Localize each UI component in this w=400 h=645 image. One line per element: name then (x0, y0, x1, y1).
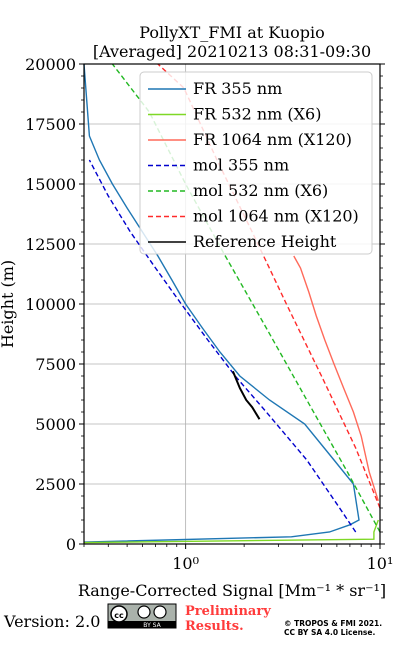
y-tick-label: 0 (66, 535, 76, 554)
y-tick-label: 5000 (35, 415, 76, 434)
series-line-1 (83, 519, 379, 544)
legend-entry: FR 1064 nm (X120) (193, 130, 352, 149)
series-line-2 (293, 255, 379, 502)
y-tick-label: 7500 (35, 355, 76, 374)
series-line-3 (88, 159, 357, 533)
y-tick-label: 15000 (25, 175, 76, 194)
cc-license-badge: cc BY SA (107, 603, 177, 629)
by-icon (137, 605, 151, 619)
axis-labels: Range-Corrected Signal [Mm⁻¹ * sr⁻¹] Heig… (0, 260, 386, 600)
chart-title: PollyXT_FMI at Kuopio[Averaged] 20210213… (93, 23, 371, 61)
x-axis-label: Range-Corrected Signal [Mm⁻¹ * sr⁻¹] (78, 581, 386, 600)
cc-icon-text: cc (114, 611, 124, 620)
ticks: 0 2500 5000 7500 10000 12500 15000 17500 20000 10… (25, 55, 393, 573)
y-tick-label: 10000 (25, 295, 76, 314)
chart-title-line: [Averaged] 20210213 08:31-09:30 (93, 42, 371, 61)
legend: FR 355 nm FR 532 nm (X6) FR 1064 nm (X120)… (139, 71, 373, 255)
series-line-6 (231, 370, 261, 420)
legend-entry: mol 532 nm (X6) (193, 181, 328, 200)
legend-entry: FR 355 nm (193, 79, 282, 98)
x-tick-label: 10¹ (367, 554, 394, 573)
preliminary-label: Results. (185, 619, 244, 634)
cc-icon (110, 605, 128, 623)
copyright-label: CC BY SA 4.0 License. (284, 628, 375, 637)
y-tick-label: 17500 (25, 115, 76, 134)
series-line-0 (83, 63, 360, 543)
license-badge-text: BY SA (143, 622, 161, 629)
copyright-label: © TROPOS & FMI 2021. (284, 619, 382, 628)
legend-entry: Reference Height (193, 232, 337, 251)
x-tick-label: 10⁰ (172, 554, 199, 573)
sa-icon (153, 605, 167, 619)
legend-box (139, 71, 373, 255)
version-label: Version: 2.0 (3, 612, 100, 631)
y-tick-label: 2500 (35, 475, 76, 494)
legend-entry: FR 532 nm (X6) (193, 105, 321, 124)
badge-strip (108, 621, 176, 628)
y-axis-label: Height (m) (0, 260, 17, 348)
chart-title-line: PollyXT_FMI at Kuopio (139, 23, 325, 42)
y-tick-label: 12500 (25, 235, 76, 254)
legend-entry: mol 1064 nm (X120) (193, 207, 359, 226)
y-tick-label: 20000 (25, 55, 76, 74)
legend-entry: mol 355 nm (193, 156, 289, 175)
preliminary-label: Preliminary (185, 604, 271, 619)
